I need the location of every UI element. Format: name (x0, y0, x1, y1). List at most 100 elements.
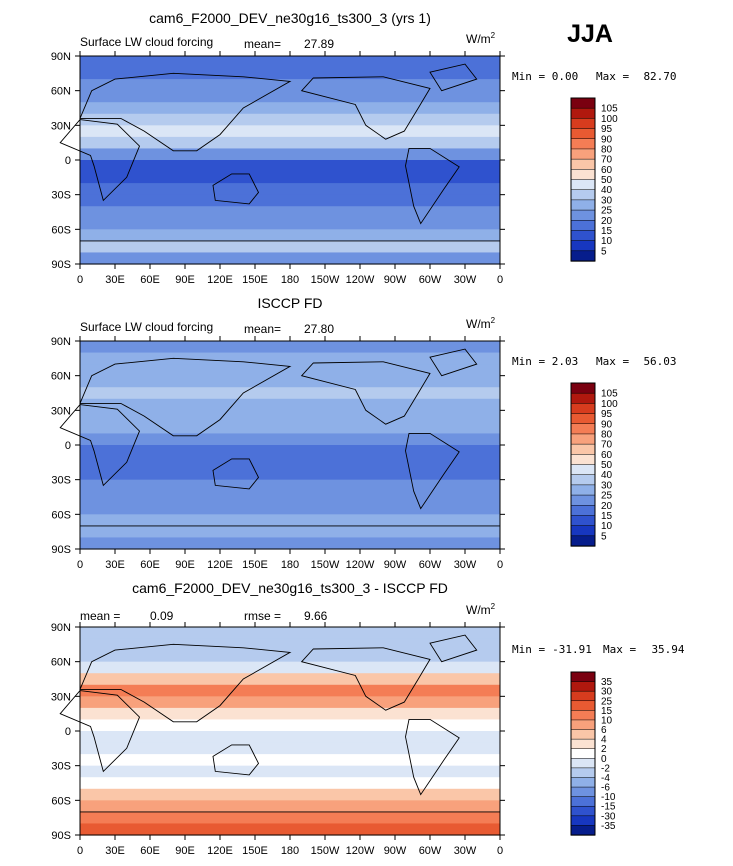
map-band (80, 387, 500, 400)
colorbar-label: -30 (601, 811, 616, 822)
map-band (80, 525, 500, 539)
x-tick-label: 90W (384, 559, 407, 571)
y-tick-label: 0 (65, 726, 71, 738)
continent-outline (212, 744, 260, 776)
y-tick-label: 60N (51, 657, 71, 669)
y-tick-label: 90N (51, 622, 71, 634)
y-tick-label: 0 (65, 440, 71, 452)
x-tick-label: 120E (207, 274, 233, 286)
map-band (80, 777, 500, 790)
panel-3: cam6_F2000_DEV_ne30g16_ts300_3 - ISCCP F… (51, 580, 685, 857)
colorbar-cell (570, 199, 596, 211)
panel-1-max-value: 82.70 (643, 70, 676, 83)
x-tick-label: 0 (497, 559, 503, 571)
panel-3-max-label: Max = (603, 643, 636, 656)
map-band (80, 811, 500, 825)
season-label: JJA (567, 20, 613, 48)
y-tick-label: 60N (51, 86, 71, 98)
x-tick-label: 150E (242, 845, 268, 857)
colorbar-label: -10 (601, 792, 616, 803)
colorbar-label: 100 (601, 114, 618, 125)
colorbar-frame (570, 97, 596, 262)
y-tick-label: 60S (51, 795, 71, 807)
colorbar-label: 10 (601, 521, 613, 532)
x-tick-label: 120W (346, 845, 375, 857)
colorbar-cell (570, 392, 596, 405)
x-tick-label: 150W (311, 845, 340, 857)
colorbar-label: 80 (601, 144, 613, 155)
continent-outline (405, 718, 460, 796)
panel-3-mean-value: 0.09 (150, 609, 174, 623)
colorbar-label: 105 (601, 389, 618, 400)
continent-outline (79, 357, 292, 437)
y-tick-label: 0 (65, 155, 71, 167)
x-tick-label: 30W (454, 274, 477, 286)
colorbar-cell (570, 474, 596, 486)
map-band (80, 398, 500, 411)
colorbar-cell (570, 719, 596, 731)
map-band (80, 627, 500, 640)
map-band (80, 341, 500, 354)
colorbar-cell (570, 443, 596, 455)
map-band (80, 125, 500, 138)
x-tick-label: 0 (497, 274, 503, 286)
x-tick-label: 150W (311, 559, 340, 571)
colorbar-cell (570, 525, 596, 537)
map-band (80, 229, 500, 242)
colorbar-cell (570, 700, 596, 712)
map-band (80, 673, 500, 686)
colorbar-label: 4 (601, 735, 607, 746)
colorbar-cell (570, 710, 596, 721)
panel-2-units: W/m2 (466, 316, 496, 331)
map-band (80, 136, 500, 150)
colorbar-label: 40 (601, 185, 613, 196)
colorbar-cell (570, 690, 596, 702)
map-band (80, 742, 500, 755)
colorbar-label: 25 (601, 696, 613, 707)
panel-3-min-value: -31.91 (552, 643, 592, 656)
colorbar-label: 25 (601, 206, 613, 217)
panel-1-left-label: Surface LW cloud forcing (80, 35, 213, 49)
colorbar-label: 50 (601, 175, 613, 186)
colorbar-cell (570, 738, 596, 750)
panel-3-units: W/m2 (466, 602, 496, 617)
colorbar-cell (570, 118, 596, 130)
panel-2-max-value: 56.03 (643, 355, 676, 368)
colorbar-label: 95 (601, 409, 613, 420)
colorbar-label: 15 (601, 511, 613, 522)
panel-1-min-label: Min = (512, 70, 545, 83)
y-tick-label: 90S (51, 259, 71, 271)
map-band (80, 479, 500, 492)
colorbar-cell (570, 464, 596, 476)
x-tick-label: 60E (140, 274, 160, 286)
map-band (80, 719, 500, 732)
panel-1-units: W/m2 (466, 31, 496, 46)
colorbar-cell (570, 786, 596, 798)
map-band (80, 79, 500, 92)
map-band (80, 56, 500, 69)
x-tick-label: 90W (384, 845, 407, 857)
colorbar-cell (570, 748, 596, 759)
continent-outline (212, 173, 260, 205)
map-band (80, 421, 500, 435)
colorbar-cell (570, 138, 596, 150)
x-tick-label: 60E (140, 845, 160, 857)
map-band (80, 433, 500, 446)
continent-outline (300, 76, 431, 140)
map-band (80, 491, 500, 504)
panel-2-mean-label: mean= (244, 322, 281, 336)
y-tick-label: 90N (51, 51, 71, 63)
x-tick-label: 30E (105, 559, 125, 571)
colorbar-cell (570, 454, 596, 466)
x-tick-label: 90E (175, 274, 195, 286)
map-band (80, 240, 500, 254)
map-band (80, 90, 500, 103)
panel-3-min-label: Min = (512, 643, 545, 656)
panel-1-mean-value: 27.89 (304, 37, 334, 51)
colorbar-frame (570, 671, 596, 836)
colorbar-cell (570, 382, 596, 394)
map-band (80, 113, 500, 126)
map-band (80, 206, 500, 219)
x-tick-label: 30E (105, 274, 125, 286)
